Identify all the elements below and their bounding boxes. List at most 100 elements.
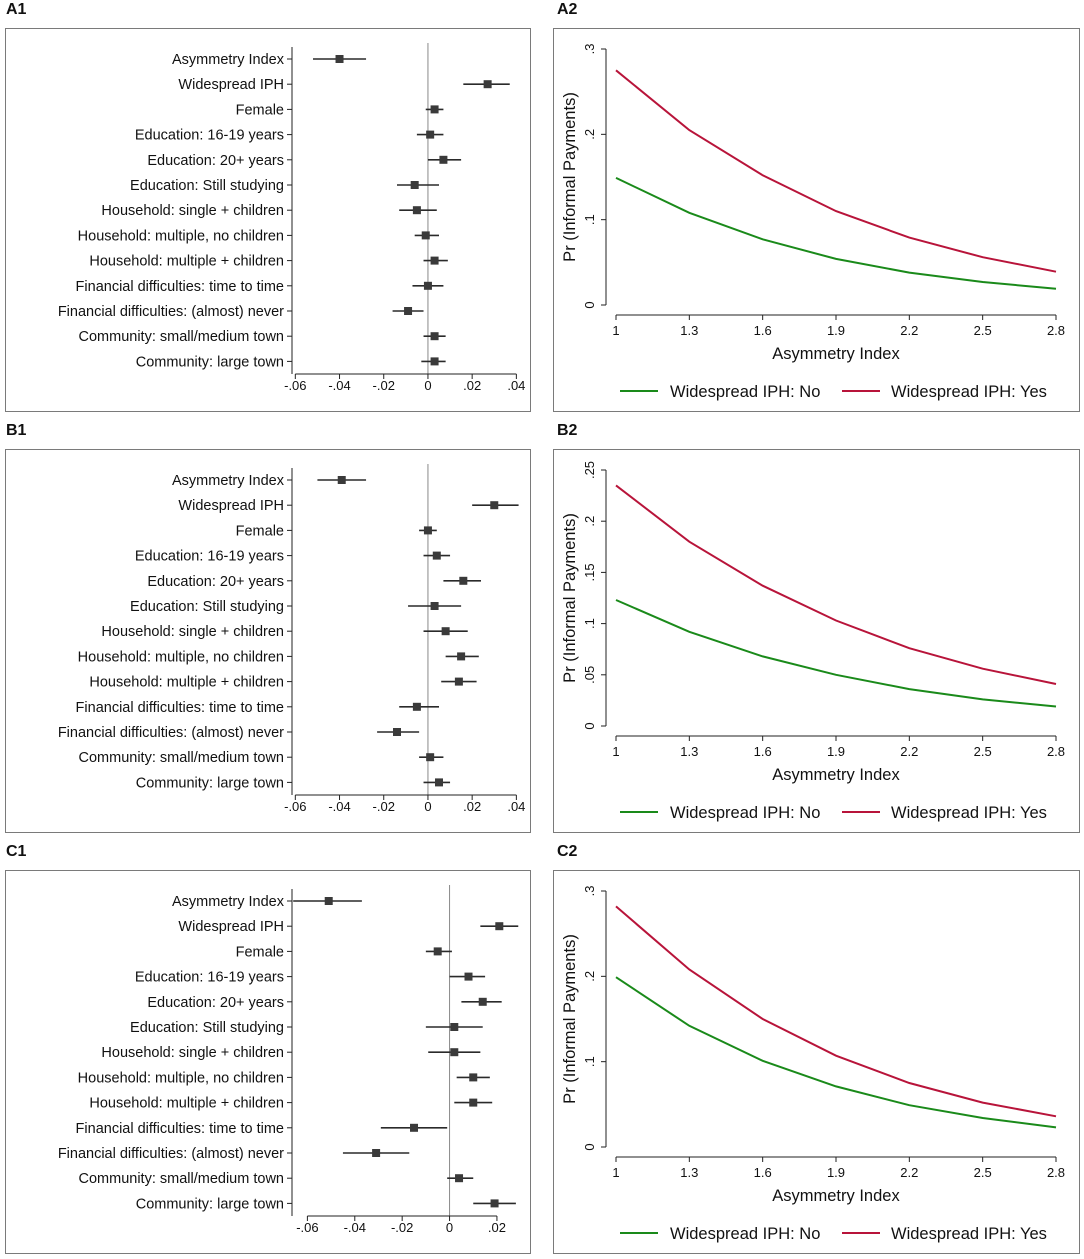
- b2-y-tick-label: .05: [582, 666, 597, 684]
- c1-category-label-household-multiple-children: Household: multiple + children: [89, 1096, 284, 1112]
- b2-x-tick-label: 1.9: [827, 744, 845, 759]
- a1-category-label-community-small-medium-town: Community: small/medium town: [79, 329, 284, 345]
- a2-y-tick-label: 0: [582, 301, 597, 308]
- c1-point-household-multiple-children: [469, 1098, 478, 1107]
- c1-category-label-education-20-years: Education: 20+ years: [147, 995, 284, 1011]
- c2-y-tick-label: .3: [582, 886, 597, 897]
- b1-point-community-large-town: [435, 778, 443, 787]
- a1-category-label-female: Female: [236, 102, 284, 118]
- a1-category-label-financial-difficulties-almost-never: Financial difficulties: (almost) never: [58, 304, 284, 320]
- a2-legend-label-no: Widespread IPH: No: [670, 383, 820, 401]
- c1-category-label-financial-difficulties-time-to-time: Financial difficulties: time to time: [76, 1121, 284, 1137]
- c1-x-tick-label: -.04: [344, 1220, 366, 1235]
- a2-x-tick-label: 1.9: [827, 323, 845, 338]
- b2-y-axis-title: Pr (Informal Payments): [561, 513, 579, 683]
- a1-category-label-household-single-children: Household: single + children: [101, 203, 284, 219]
- a1-x-tick-label: .02: [463, 378, 481, 393]
- b1-category-label-financial-difficulties-almost-never: Financial difficulties: (almost) never: [58, 725, 284, 741]
- b2-y-tick-label: .2: [582, 516, 597, 527]
- c1-category-label-financial-difficulties-almost-never: Financial difficulties: (almost) never: [58, 1146, 284, 1162]
- b1-x-tick-label: .02: [463, 799, 481, 814]
- a1-point-household-multiple-children: [430, 256, 439, 265]
- b1-x-tick-label: 0: [424, 799, 431, 814]
- coef-plot-b1: -.06 -.04 -.02 0 .02 .04 Asymmetry Index Widesp…: [5, 449, 531, 833]
- c1-category-label-widespread-iph: Widespread IPH: [178, 919, 284, 935]
- c1-point-household-single-children: [450, 1048, 459, 1057]
- c2-legend-label-yes: Widespread IPH: Yes: [891, 1225, 1047, 1243]
- b1-point-household-multiple-children: [454, 677, 463, 686]
- c1-point-financial-difficulties-time-to-time: [410, 1123, 419, 1132]
- a1-category-label-community-large-town: Community: large town: [136, 354, 284, 370]
- line-chart-c2: 0 .1 .2 .3 1 1.3 1.6 1.9 2.2 2.5 2.8 Asymmetry Inde…: [553, 870, 1080, 1254]
- c1-point-widespread-iph: [495, 922, 504, 931]
- a1-category-label-asymmetry-index: Asymmetry Index: [172, 52, 285, 68]
- c1-category-label-education-16-19-years: Education: 16-19 years: [135, 970, 284, 986]
- a2-x-tick-label: 1.6: [754, 323, 772, 338]
- a1-point-household-single-children: [412, 206, 421, 215]
- b1-point-asymmetry-index: [337, 476, 346, 484]
- a2-x-tick-label: 1: [612, 323, 619, 338]
- c1-category-label-education-still-studying: Education: Still studying: [130, 1020, 284, 1036]
- a2-y-axis-title: Pr (Informal Payments): [561, 92, 579, 262]
- c1-x-tick-label: 0: [446, 1220, 453, 1235]
- c1-point-financial-difficulties-almost-never: [372, 1149, 381, 1157]
- coef-plot-a1-svg: -.06 -.04 -.02 0 .02 .04 Asymmetry Index Widesp…: [58, 43, 525, 393]
- b1-category-label-financial-difficulties-time-to-time: Financial difficulties: time to time: [76, 700, 284, 716]
- b1-point-financial-difficulties-time-to-time: [412, 702, 421, 711]
- b1-category-label-household-single-children: Household: single + children: [101, 624, 284, 640]
- c2-x-tick-label: 1: [612, 1165, 619, 1180]
- a1-point-education-still-studying: [410, 181, 419, 189]
- line-chart-b2-svg: 0 .05 .1 .15 .2 .25 1 1.3 1.6 1.9 2.2 2.5 2.8 Asymmet…: [561, 461, 1065, 822]
- c2-y-axis-title: Pr (Informal Payments): [561, 934, 579, 1104]
- b1-point-household-multiple-no-children: [457, 652, 466, 661]
- c2-x-tick-label: 1.9: [827, 1165, 845, 1180]
- c1-category-label-female: Female: [236, 944, 284, 960]
- coef-plot-a1: -.06 -.04 -.02 0 .02 .04 Asymmetry Index Widesp…: [5, 28, 531, 412]
- a1-category-label-household-multiple-children: Household: multiple + children: [89, 254, 284, 270]
- b1-x-tick-label: -.04: [328, 799, 350, 814]
- a1-point-widespread-iph: [483, 80, 492, 89]
- b1-category-label-asymmetry-index: Asymmetry Index: [172, 473, 285, 489]
- c2-x-tick-label: 2.8: [1047, 1165, 1065, 1180]
- b2-x-tick-label: 1.3: [680, 744, 698, 759]
- c2-x-tick-label: 1.3: [680, 1165, 698, 1180]
- c1-category-label-household-multiple-no-children: Household: multiple, no children: [78, 1070, 284, 1086]
- b1-point-female: [423, 526, 432, 535]
- b1-point-financial-difficulties-almost-never: [393, 728, 401, 736]
- panel-label-a2: A2: [557, 1, 578, 18]
- a1-category-label-financial-difficulties-time-to-time: Financial difficulties: time to time: [76, 279, 284, 295]
- c1-point-community-small-medium-town: [455, 1174, 464, 1183]
- a1-point-female: [430, 105, 439, 114]
- a1-point-community-large-town: [430, 357, 439, 366]
- a1-point-household-multiple-no-children: [421, 231, 430, 240]
- b2-y-tick-label: .25: [582, 461, 597, 479]
- b1-x-tick-label: -.06: [284, 799, 306, 814]
- line-chart-c2-svg: 0 .1 .2 .3 1 1.3 1.6 1.9 2.2 2.5 2.8 Asymmetry Inde…: [561, 886, 1065, 1243]
- a1-x-tick-label: -.02: [373, 378, 395, 393]
- b1-x-tick-label: .04: [507, 799, 525, 814]
- line-chart-a2-svg: 0 .1 .2 .3 1 1.3 1.6 1.9 2.2 2.5 2.8 Asymmetry Inde…: [561, 44, 1065, 401]
- a1-category-label-education-20-years: Education: 20+ years: [147, 153, 284, 169]
- a2-y-tick-label: .2: [582, 129, 597, 140]
- b1-x-tick-label: -.02: [373, 799, 395, 814]
- panel-label-b2: B2: [557, 422, 578, 439]
- a2-x-tick-label: 2.8: [1047, 323, 1065, 338]
- b2-y-tick-label: .15: [582, 563, 597, 581]
- c1-category-label-community-large-town: Community: large town: [136, 1196, 284, 1212]
- a2-x-tick-label: 2.5: [974, 323, 992, 338]
- a2-series-line-widespread-iph-no: [615, 176, 1057, 290]
- c2-series-line-widespread-iph-yes: [615, 905, 1057, 1118]
- b2-x-axis-title: Asymmetry Index: [772, 766, 900, 784]
- panel-label-c1: C1: [6, 843, 27, 860]
- b1-point-household-single-children: [441, 627, 450, 636]
- a1-point-education-20-years: [439, 155, 448, 164]
- a1-category-label-widespread-iph: Widespread IPH: [178, 77, 284, 93]
- c1-point-household-multiple-no-children: [469, 1073, 478, 1082]
- c1-point-community-large-town: [490, 1199, 499, 1208]
- c2-x-tick-label: 2.2: [900, 1165, 918, 1180]
- c1-point-education-still-studying: [450, 1023, 459, 1031]
- b1-category-label-education-20-years: Education: 20+ years: [147, 574, 284, 590]
- b1-category-label-education-16-19-years: Education: 16-19 years: [135, 549, 284, 565]
- c1-point-education-20-years: [478, 997, 487, 1006]
- b2-x-tick-label: 2.8: [1047, 744, 1065, 759]
